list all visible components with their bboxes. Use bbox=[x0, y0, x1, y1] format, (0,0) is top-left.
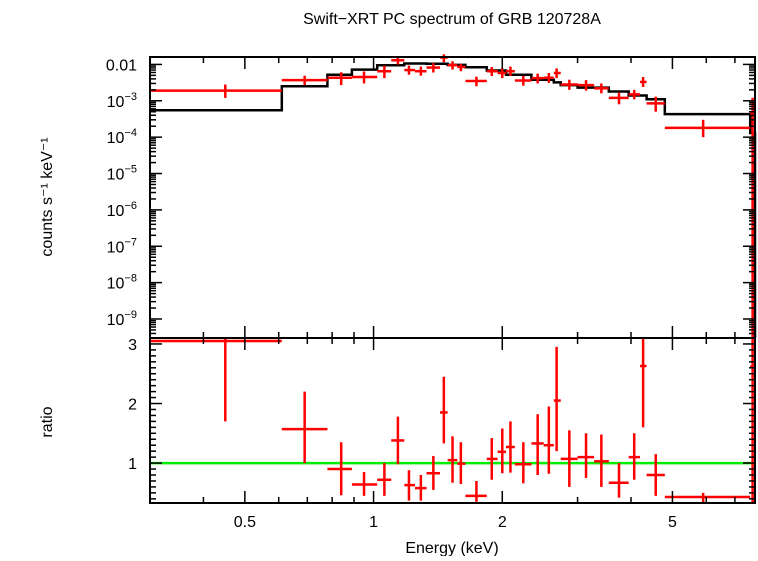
ratio-data-point bbox=[447, 436, 458, 483]
ratio-data-point bbox=[514, 442, 532, 484]
ratio-data-point bbox=[439, 376, 448, 444]
spectrum-data-point bbox=[327, 72, 352, 86]
spectrum-data-point bbox=[505, 66, 515, 77]
spectrum-data-point bbox=[514, 76, 532, 86]
y-tick-label: 10−6 bbox=[107, 200, 137, 220]
spectrum-data-point bbox=[281, 75, 328, 86]
y-tick-label: 10−4 bbox=[107, 127, 137, 147]
ratio-data-point bbox=[628, 433, 641, 480]
ratio-data-point bbox=[327, 442, 352, 496]
spectrum-data-point bbox=[391, 57, 405, 65]
ratio-data-point bbox=[497, 428, 506, 474]
ratio-data-point bbox=[457, 442, 466, 484]
spectrum-data-point bbox=[426, 63, 440, 73]
ratio-y-tick-label: 1 bbox=[128, 456, 137, 473]
ratio-data-point bbox=[415, 475, 427, 501]
y-tick-label: 0.01 bbox=[106, 57, 137, 74]
spectrum-data-point bbox=[465, 76, 487, 87]
spectrum-data-point bbox=[664, 119, 751, 138]
ratio-data-point bbox=[664, 492, 751, 503]
spectrum-data-point bbox=[377, 65, 392, 79]
ratio-data-point bbox=[465, 480, 487, 502]
spectrum-data-point bbox=[608, 92, 629, 105]
ratio-data-point bbox=[150, 338, 282, 422]
ratio-y-tick-label: 3 bbox=[128, 337, 137, 354]
ratio-data-point bbox=[553, 346, 561, 452]
spectrum-data-point bbox=[150, 84, 282, 98]
spectrum-data-point bbox=[351, 71, 378, 84]
ratio-data-point bbox=[640, 338, 647, 428]
ratio-data-point bbox=[560, 430, 578, 487]
ratio-data-point bbox=[577, 433, 595, 478]
ratio-data-point bbox=[608, 463, 629, 498]
y-tick-label: 10−5 bbox=[107, 164, 137, 184]
y-tick-label: 10−8 bbox=[107, 273, 137, 293]
x-tick-label: 0.5 bbox=[234, 514, 256, 531]
spectrum-data-point bbox=[486, 66, 498, 77]
ratio-data-point bbox=[281, 391, 328, 464]
ratio-data-point bbox=[646, 454, 665, 496]
spectrum-data-point bbox=[646, 96, 665, 112]
spectrum-data-point bbox=[543, 73, 554, 83]
model-step-line bbox=[150, 62, 757, 338]
spectrum-data-point bbox=[560, 79, 578, 90]
ratio-data-point bbox=[505, 421, 515, 473]
ratio-y-tick-label: 2 bbox=[128, 397, 137, 414]
chart-title: Swift−XRT PC spectrum of GRB 120728A bbox=[303, 11, 601, 28]
ratio-data-point bbox=[543, 406, 554, 474]
spectrum-data-point bbox=[415, 66, 427, 76]
y-tick-label: 10−9 bbox=[107, 309, 137, 329]
spectrum-data-point bbox=[553, 68, 561, 79]
spectrum-data-point bbox=[447, 61, 458, 70]
ratio-data-point bbox=[377, 463, 392, 496]
spectrum-data-point bbox=[439, 54, 448, 63]
spectrum-data-point bbox=[497, 68, 506, 79]
spectrum-data-point bbox=[594, 83, 609, 94]
x-tick-label: 5 bbox=[668, 514, 677, 531]
spectrum-data-point bbox=[457, 63, 466, 72]
y-tick-label: 10−3 bbox=[107, 91, 137, 111]
ratio-data-point bbox=[426, 455, 440, 490]
ratio-data-point bbox=[391, 416, 405, 465]
ratio-panel-frame bbox=[149, 337, 756, 504]
y-tick-label: 10−7 bbox=[107, 236, 137, 256]
ratio-data-point bbox=[351, 472, 378, 496]
spectrum-data-point bbox=[577, 80, 595, 91]
ratio-data-point bbox=[531, 414, 544, 476]
spectrum-data-point bbox=[404, 65, 416, 75]
spectrum-data-point bbox=[628, 89, 641, 100]
y-axis-label-spectrum: counts s⁻¹ keV⁻¹ bbox=[39, 137, 56, 256]
x-tick-label: 2 bbox=[498, 514, 507, 531]
spectrum-data-point bbox=[531, 73, 544, 84]
ratio-data-point bbox=[594, 434, 609, 487]
x-tick-label: 1 bbox=[369, 514, 378, 531]
ratio-data-point bbox=[486, 438, 498, 480]
x-axis-label: Energy (keV) bbox=[405, 540, 498, 556]
spectrum-data-point bbox=[640, 77, 647, 87]
ratio-data-point bbox=[404, 470, 416, 501]
y-axis-label-ratio: ratio bbox=[39, 406, 56, 437]
